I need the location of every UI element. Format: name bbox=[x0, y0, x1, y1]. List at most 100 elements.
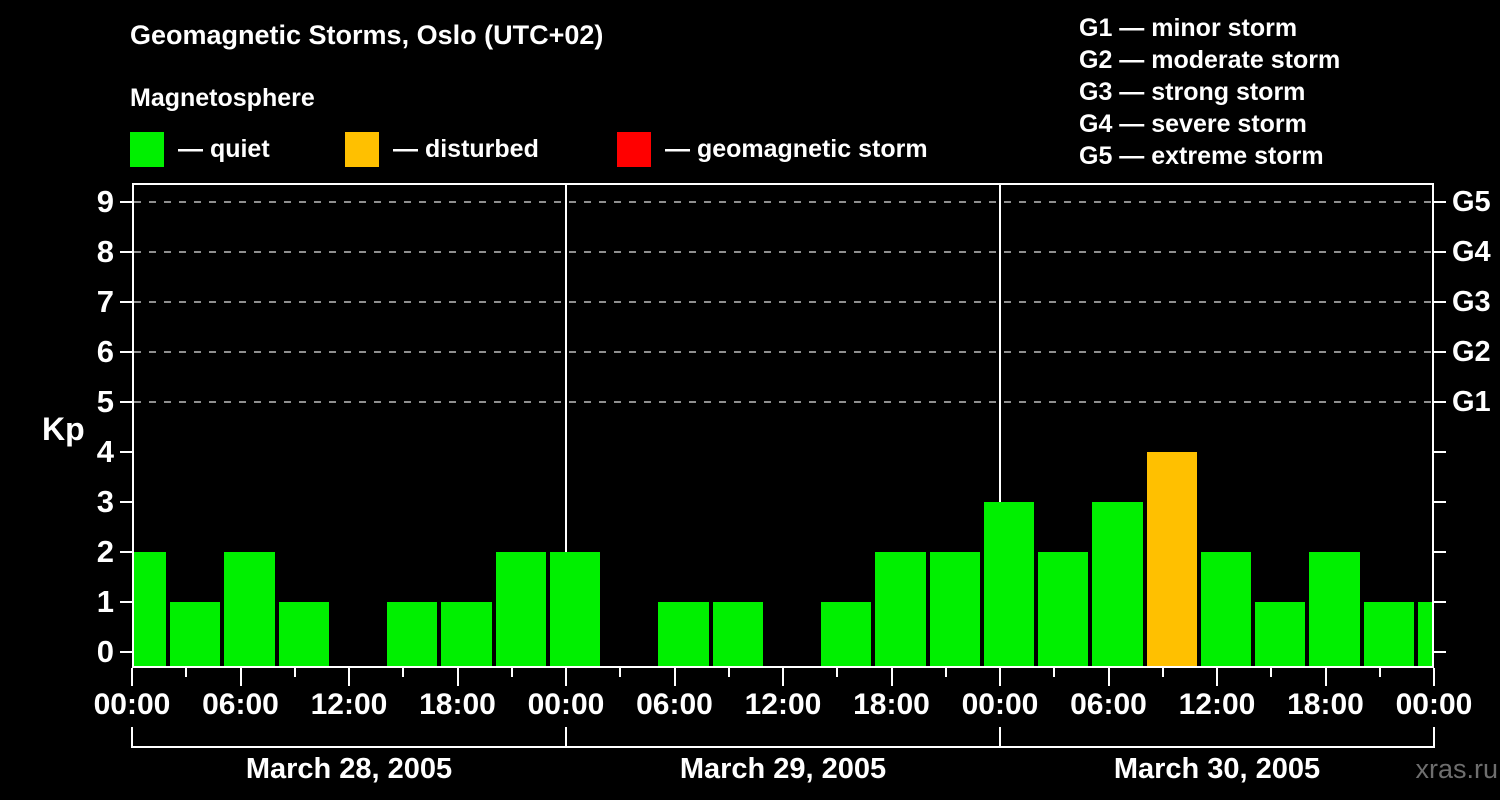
y-axis-tick bbox=[120, 251, 132, 253]
kp-bar bbox=[170, 602, 221, 666]
y-axis-label: 5 bbox=[96, 384, 114, 419]
y-axis-title: Kp bbox=[42, 411, 85, 447]
y-axis-label: 9 bbox=[96, 184, 114, 219]
y-axis-tick-right bbox=[1434, 351, 1446, 353]
x-axis-tick bbox=[1161, 668, 1164, 677]
date-bracket-tick bbox=[565, 727, 567, 748]
g-level-label-g1: G1 bbox=[1452, 386, 1491, 418]
x-axis-time-label: 12:00 bbox=[1178, 688, 1256, 721]
disturbed-color-swatch bbox=[345, 132, 379, 167]
legend-item-disturbed: — disturbed bbox=[345, 132, 539, 167]
kp-bar bbox=[134, 552, 167, 666]
kp-bar bbox=[1255, 602, 1306, 666]
gridline-kp8 bbox=[134, 251, 1432, 253]
y-axis-tick bbox=[120, 201, 132, 203]
legend-item-storm: — geomagnetic storm bbox=[617, 132, 928, 167]
y-axis-tick-right bbox=[1434, 551, 1446, 553]
y-axis-label: 1 bbox=[96, 584, 114, 619]
kp-bar bbox=[875, 552, 926, 666]
y-axis-tick bbox=[120, 551, 132, 553]
x-axis-tick bbox=[456, 668, 459, 686]
kp-bar bbox=[441, 602, 492, 666]
x-axis-tick bbox=[402, 668, 405, 677]
date-label: March 30, 2005 bbox=[1113, 753, 1321, 785]
x-axis-tick bbox=[1324, 668, 1327, 686]
x-axis-tick bbox=[999, 668, 1001, 686]
kp-bar bbox=[712, 602, 763, 666]
y-axis-tick-right bbox=[1434, 601, 1446, 603]
x-axis-time-label: 12:00 bbox=[310, 688, 388, 721]
x-axis-tick bbox=[944, 668, 947, 677]
x-axis-tick bbox=[1433, 668, 1435, 686]
y-axis-label: 2 bbox=[96, 534, 114, 569]
day-boundary-line bbox=[565, 185, 567, 666]
x-axis-time-label: 00:00 bbox=[961, 688, 1039, 721]
x-axis-time-label: 06:00 bbox=[1070, 688, 1147, 721]
legend-item-label: — quiet bbox=[178, 135, 270, 163]
kp-bar bbox=[1309, 552, 1360, 666]
x-axis-tick bbox=[1270, 668, 1273, 677]
date-label: March 28, 2005 bbox=[245, 753, 453, 785]
chart-title: Geomagnetic Storms, Oslo (UTC+02) bbox=[130, 20, 604, 50]
day-boundary-line bbox=[999, 185, 1001, 666]
x-axis-tick bbox=[1216, 668, 1218, 686]
x-axis-tick bbox=[673, 668, 676, 686]
kp-bar bbox=[929, 552, 980, 666]
g-level-label-g3: G3 bbox=[1452, 286, 1491, 318]
y-axis-label: 0 bbox=[96, 634, 114, 669]
g-scale-legend-line: G2 — moderate storm bbox=[1079, 46, 1341, 74]
x-axis-tick bbox=[619, 668, 622, 677]
date-bracket-tick bbox=[999, 727, 1001, 748]
kp-bar bbox=[387, 602, 438, 666]
y-axis-label: 4 bbox=[96, 434, 114, 469]
gridline-kp9 bbox=[134, 201, 1432, 203]
watermark: xras.ru bbox=[1415, 754, 1498, 784]
y-axis-tick-right bbox=[1434, 251, 1446, 253]
g-scale-legend: G1 — minor storm G2 — moderate storm G3 — … bbox=[1079, 12, 1340, 172]
date-bracket-tick bbox=[131, 727, 133, 748]
date-bracket-line bbox=[132, 746, 1434, 748]
y-axis-label: 8 bbox=[96, 234, 114, 269]
x-axis-tick bbox=[131, 668, 133, 686]
x-axis-tick bbox=[348, 668, 350, 686]
y-axis-tick-right bbox=[1434, 401, 1446, 403]
x-axis-time-label: 06:00 bbox=[636, 688, 713, 721]
x-axis-tick bbox=[293, 668, 296, 677]
x-axis-tick bbox=[510, 668, 513, 677]
g-scale-legend-line: G5 — extreme storm bbox=[1079, 142, 1324, 170]
kp-bar bbox=[1092, 502, 1143, 666]
kp-bar bbox=[1038, 552, 1089, 666]
g-level-label-g4: G4 bbox=[1452, 236, 1491, 268]
y-axis-label: 7 bbox=[96, 284, 114, 319]
kp-bar bbox=[821, 602, 872, 666]
y-axis-tick-right bbox=[1434, 651, 1446, 653]
kp-bar bbox=[549, 552, 601, 666]
g-scale-legend-line: G4 — severe storm bbox=[1079, 110, 1307, 138]
y-axis-tick bbox=[120, 601, 132, 603]
x-axis-time-label: 00:00 bbox=[93, 688, 171, 721]
x-axis-tick bbox=[565, 668, 567, 686]
y-axis-tick bbox=[120, 651, 132, 653]
kp-bar bbox=[983, 502, 1035, 666]
y-axis-tick-right bbox=[1434, 451, 1446, 453]
x-axis-tick bbox=[782, 668, 784, 686]
y-axis-tick-right bbox=[1434, 501, 1446, 503]
y-axis-tick bbox=[120, 501, 132, 503]
x-axis-tick bbox=[1053, 668, 1056, 677]
x-axis-time-label: 12:00 bbox=[744, 688, 822, 721]
kp-bar bbox=[1417, 602, 1432, 666]
gridline-kp7 bbox=[134, 301, 1432, 303]
x-axis-tick bbox=[1378, 668, 1381, 677]
kp-bar bbox=[224, 552, 275, 666]
g-level-label-g2: G2 bbox=[1452, 336, 1491, 368]
x-axis-time-label: 18:00 bbox=[419, 688, 496, 721]
y-axis-tick bbox=[120, 401, 132, 403]
legend-item-quiet: — quiet bbox=[130, 132, 270, 167]
y-axis-tick bbox=[120, 351, 132, 353]
y-axis-tick-right bbox=[1434, 201, 1446, 203]
legend-item-label: — geomagnetic storm bbox=[665, 135, 928, 163]
kp-bar bbox=[1146, 452, 1197, 666]
kp-bar bbox=[1200, 552, 1252, 666]
x-axis-tick bbox=[727, 668, 730, 677]
g-scale-legend-line: G3 — strong storm bbox=[1079, 78, 1306, 106]
